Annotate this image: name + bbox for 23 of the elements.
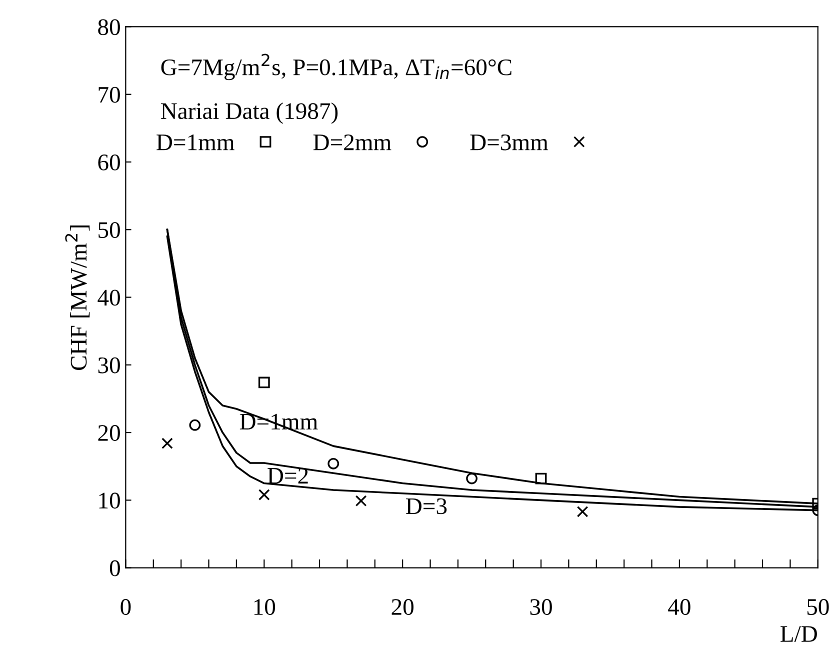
y-tick-label: 70 [98,86,120,103]
y-axis-title: CHF [MW/m$^{2}$] [65,226,90,370]
y-tick-label: 60 [98,154,120,170]
y-tick-label: 30 [98,357,120,374]
y-tick-label: 80 [98,19,120,36]
y-tick-label: 50 [98,222,120,238]
text: Nariai Data (1987) [160,102,338,124]
x-tick-label: 30 [530,599,552,615]
x-tick-label: 40 [668,599,690,615]
x-tick-label: 20 [392,599,414,615]
legend-label: D=2mm [313,134,392,150]
x-axis-title: L/D [780,626,817,642]
y-tick-label: 40 [98,290,120,306]
x-tick-label: 10 [254,599,276,615]
text: G=7Mg/m$^{2}$s, P=0.1MPa, ΔT$_{in}$=60°C [161,54,512,80]
y-tick-label: 20 [98,425,120,441]
x-tick-label: 0 [120,599,131,615]
legend-label: D=3mm [470,134,548,150]
y-tick-label: 10 [99,492,120,509]
annotation: D=3 [406,498,447,514]
y-tick-label: 0 [110,560,120,576]
x-tick-label: 50 [807,599,829,615]
legend-label: D=1mm [156,134,234,150]
